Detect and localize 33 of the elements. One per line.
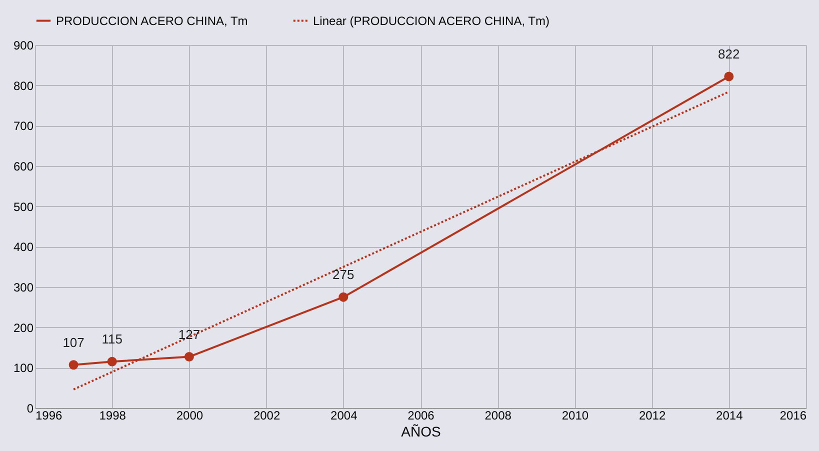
y-tick-label: 600: [13, 160, 34, 174]
point: [68, 360, 78, 370]
x-tick-label: 2002: [253, 408, 280, 422]
point: [724, 72, 734, 82]
x-tick-label: 2014: [716, 408, 744, 422]
legend-label: PRODUCCION ACERO CHINA, Tm: [56, 14, 248, 28]
data-label: 115: [102, 332, 122, 347]
x-tick-label: 1998: [99, 408, 126, 422]
legend-label: Linear (PRODUCCION ACERO CHINA, Tm): [313, 14, 550, 28]
y-tick-label: 500: [13, 200, 34, 214]
x-axis-title: AÑOS: [401, 424, 441, 440]
x-tick-label: 2000: [176, 408, 204, 422]
x-tick-label: 2006: [408, 408, 435, 422]
y-tick-label: 400: [13, 240, 34, 254]
point: [338, 292, 348, 302]
y-tick-label: 700: [13, 119, 34, 134]
y-tick-label: 200: [13, 320, 34, 335]
y-tick-label: 300: [13, 280, 34, 294]
y-tick-label: 0: [26, 402, 34, 416]
x-tick-label: 2008: [484, 408, 512, 422]
data-label: 275: [332, 267, 354, 282]
y-tick-label: 800: [13, 78, 34, 93]
data-label: 822: [718, 46, 740, 62]
y-tick-label: 100: [13, 361, 34, 376]
x-tick-label: 2004: [330, 408, 358, 422]
x-tick-label: 2016: [780, 408, 807, 422]
x-tick-label: 1996: [36, 408, 63, 422]
x-tick-label: 2012: [638, 408, 666, 422]
y-tick-label: 900: [13, 38, 34, 52]
point: [184, 352, 194, 362]
x-tick-label: 2010: [562, 408, 589, 422]
point: [107, 356, 117, 366]
data-label: 107: [62, 334, 84, 350]
